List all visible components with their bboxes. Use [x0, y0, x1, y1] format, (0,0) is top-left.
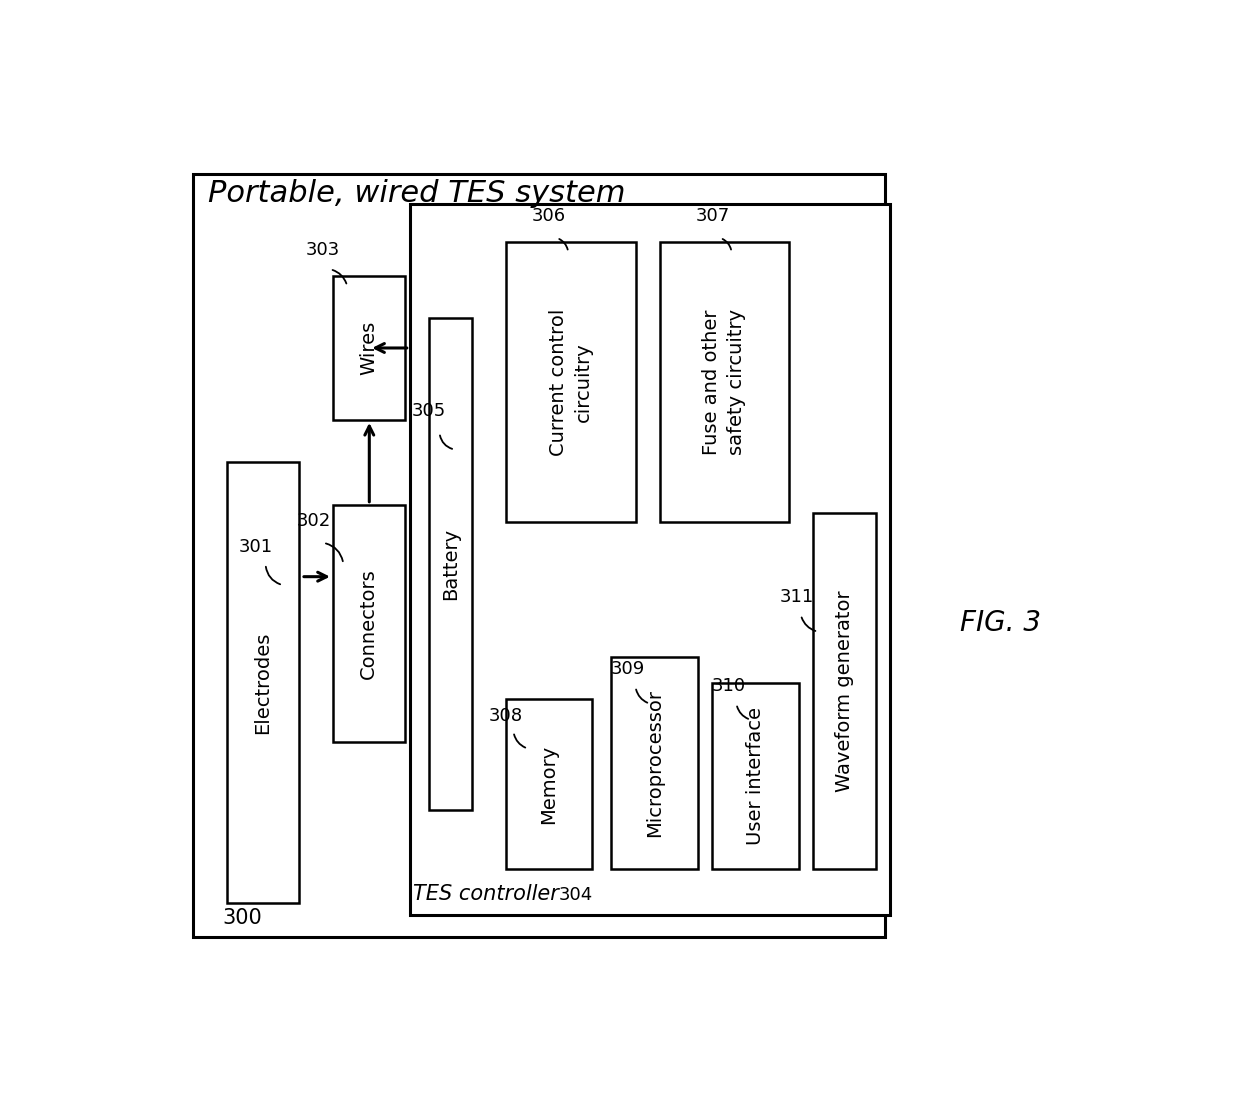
Bar: [332, 276, 404, 420]
Text: Portable, wired TES system: Portable, wired TES system: [208, 179, 625, 208]
Text: 307: 307: [696, 207, 729, 226]
Bar: [409, 204, 890, 915]
Bar: [660, 242, 790, 521]
Bar: [506, 700, 593, 869]
Text: 309: 309: [610, 660, 645, 679]
Text: Microprocessor: Microprocessor: [645, 689, 665, 837]
Text: 305: 305: [412, 402, 446, 420]
Text: Battery: Battery: [441, 528, 460, 600]
Text: 300: 300: [222, 909, 262, 928]
Bar: [611, 657, 698, 869]
Text: 302: 302: [296, 513, 331, 530]
Bar: [227, 462, 299, 903]
Bar: [506, 242, 635, 521]
Text: Current control
circuitry: Current control circuitry: [548, 308, 593, 455]
Text: Memory: Memory: [539, 745, 558, 824]
Bar: [332, 505, 404, 741]
Text: Wires: Wires: [360, 321, 378, 375]
Bar: [193, 174, 885, 937]
Text: 310: 310: [712, 678, 745, 695]
Text: 301: 301: [239, 538, 273, 556]
Text: 308: 308: [489, 707, 523, 725]
Text: 304: 304: [558, 887, 593, 904]
Bar: [712, 682, 799, 869]
Text: Electrodes: Electrodes: [254, 631, 273, 734]
Text: 303: 303: [306, 241, 340, 260]
Text: TES controller: TES controller: [413, 884, 558, 904]
Bar: [813, 513, 875, 869]
Text: User interface: User interface: [746, 706, 765, 845]
Text: Waveform generator: Waveform generator: [835, 591, 854, 792]
Text: Fuse and other
safety circuitry: Fuse and other safety circuitry: [702, 309, 746, 455]
Text: 311: 311: [780, 588, 815, 606]
Text: FIG. 3: FIG. 3: [960, 609, 1042, 637]
Text: 306: 306: [532, 207, 567, 226]
Bar: [429, 318, 472, 810]
Text: Connectors: Connectors: [360, 568, 378, 679]
